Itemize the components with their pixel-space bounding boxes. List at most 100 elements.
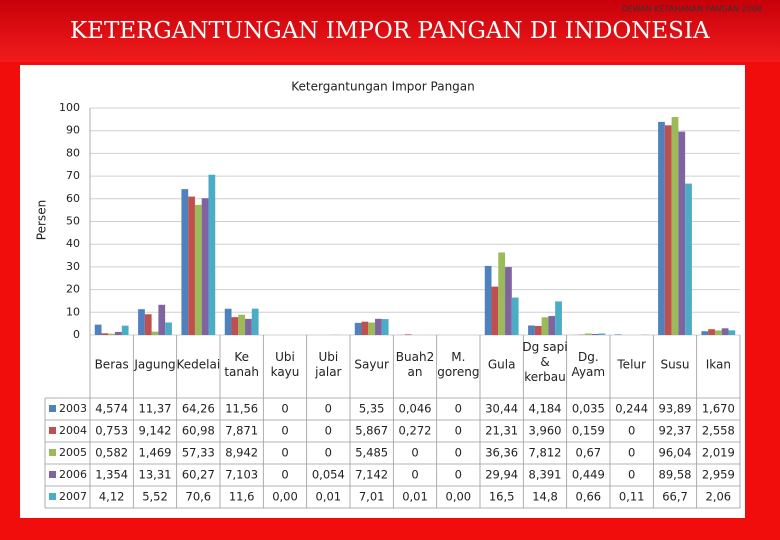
bar bbox=[701, 331, 709, 335]
table-cell: 0 bbox=[411, 468, 418, 482]
bar bbox=[685, 183, 692, 335]
bar bbox=[678, 131, 686, 335]
x-tick-label: Buah2 an bbox=[396, 350, 434, 379]
bar bbox=[94, 324, 102, 335]
bar bbox=[591, 333, 599, 335]
table-cell: 2,959 bbox=[702, 468, 735, 482]
table-cell: 11,37 bbox=[139, 402, 172, 416]
table-cell: 5,485 bbox=[355, 446, 388, 460]
table-cell: 0 bbox=[281, 468, 288, 482]
bar bbox=[728, 330, 736, 335]
bar bbox=[498, 252, 506, 335]
bar bbox=[598, 333, 606, 335]
x-tick-label: Dg. Ayam bbox=[572, 350, 606, 379]
y-tick-label: 10 bbox=[66, 305, 80, 318]
table-cell: 60,98 bbox=[182, 424, 215, 438]
bar bbox=[541, 317, 549, 335]
bar bbox=[534, 326, 542, 335]
table-cell: 0,00 bbox=[446, 490, 472, 504]
bar bbox=[158, 304, 166, 335]
x-tick-label: Ubi jalar bbox=[314, 350, 341, 379]
bar bbox=[238, 314, 246, 335]
table-cell: 4,574 bbox=[95, 402, 128, 416]
table-cell: 2,019 bbox=[702, 446, 735, 460]
x-tick-label: Sayur bbox=[354, 358, 389, 372]
y-tick-label: 50 bbox=[66, 215, 80, 228]
x-tick-label: M. goreng bbox=[437, 350, 479, 379]
table-cell: 0 bbox=[455, 446, 462, 460]
x-tick-label: Jagung bbox=[133, 358, 175, 372]
bar bbox=[144, 314, 152, 335]
table-cell: 0 bbox=[325, 424, 332, 438]
table-cell: 0 bbox=[628, 468, 635, 482]
table-cell: 5,35 bbox=[359, 402, 385, 416]
table-cell: 0 bbox=[281, 424, 288, 438]
table-cell: 89,58 bbox=[659, 468, 692, 482]
table-cell: 8,942 bbox=[225, 446, 258, 460]
bar bbox=[354, 322, 362, 335]
bar bbox=[484, 265, 492, 335]
y-tick-label: 100 bbox=[59, 101, 80, 114]
table-cell: 66,7 bbox=[662, 490, 688, 504]
bar bbox=[181, 189, 189, 335]
bar bbox=[511, 297, 519, 335]
table-cell: 0 bbox=[281, 402, 288, 416]
table-cell: 36,36 bbox=[485, 446, 518, 460]
legend-swatch bbox=[49, 449, 56, 456]
x-tick-label: Ubi kayu bbox=[271, 350, 300, 379]
table-cell: 7,103 bbox=[225, 468, 258, 482]
x-tick-label: Gula bbox=[488, 358, 516, 372]
bar bbox=[224, 308, 232, 335]
table-cell: 96,04 bbox=[659, 446, 692, 460]
slide-title: KETERGANTUNGAN IMPOR PANGAN DI INDONESIA bbox=[70, 18, 710, 44]
table-cell: 4,184 bbox=[529, 402, 562, 416]
table-cell: 92,37 bbox=[659, 424, 692, 438]
table-cell: 0,11 bbox=[619, 490, 645, 504]
bar bbox=[108, 333, 116, 335]
bar bbox=[101, 333, 109, 335]
bar bbox=[614, 334, 622, 335]
legend-swatch bbox=[49, 405, 56, 412]
table-cell: 0,159 bbox=[572, 424, 605, 438]
bar bbox=[671, 116, 679, 335]
table-cell: 29,94 bbox=[485, 468, 518, 482]
header-note: DEWAN KETAHANAN PANGAN 2008 bbox=[621, 5, 762, 14]
table-cell: 7,871 bbox=[225, 424, 258, 438]
x-tick-label: Telur bbox=[616, 358, 646, 372]
header-band bbox=[0, 0, 780, 62]
bar bbox=[121, 325, 129, 335]
bar bbox=[138, 309, 145, 335]
table-cell: 93,89 bbox=[659, 402, 692, 416]
table-cell: 0 bbox=[325, 402, 332, 416]
legend-label: 2006 bbox=[59, 468, 87, 481]
table-cell: 2,06 bbox=[706, 490, 732, 504]
x-tick-label: Dg sapi & kerbau bbox=[522, 340, 567, 384]
x-tick-label: Beras bbox=[95, 358, 129, 372]
table-cell: 0 bbox=[411, 446, 418, 460]
table-cell: 30,44 bbox=[485, 402, 518, 416]
legend-label: 2003 bbox=[59, 402, 87, 415]
table-cell: 0,582 bbox=[95, 446, 128, 460]
bar bbox=[201, 198, 209, 335]
table-cell: 0,272 bbox=[399, 424, 432, 438]
table-cell: 0 bbox=[455, 402, 462, 416]
table-cell: 1,670 bbox=[702, 402, 735, 416]
table-cell: 0,01 bbox=[316, 490, 342, 504]
bar bbox=[714, 330, 722, 335]
legend-swatch bbox=[49, 493, 56, 500]
bar bbox=[548, 315, 556, 335]
y-tick-label: 90 bbox=[66, 124, 80, 137]
table-cell: 64,26 bbox=[182, 402, 215, 416]
bar bbox=[231, 317, 239, 335]
y-axis-label: Persen bbox=[35, 200, 49, 240]
chart-title: Ketergantungan Impor Pangan bbox=[291, 80, 475, 94]
table-cell: 2,558 bbox=[702, 424, 735, 438]
bar bbox=[208, 174, 216, 335]
x-tick-label: Ke tanah bbox=[224, 350, 259, 379]
bar bbox=[115, 331, 122, 335]
table-cell: 0,67 bbox=[576, 446, 602, 460]
bar bbox=[584, 333, 592, 335]
table-cell: 0,244 bbox=[615, 402, 648, 416]
bar bbox=[368, 322, 376, 335]
table-cell: 0 bbox=[628, 424, 635, 438]
